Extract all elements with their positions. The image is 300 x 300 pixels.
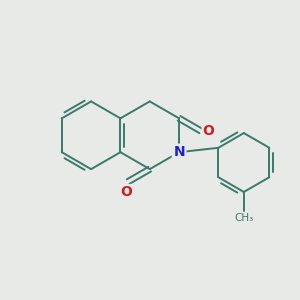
Text: O: O xyxy=(202,124,214,138)
Text: CH₃: CH₃ xyxy=(234,214,254,224)
Text: N: N xyxy=(173,145,185,159)
Text: O: O xyxy=(121,184,133,199)
